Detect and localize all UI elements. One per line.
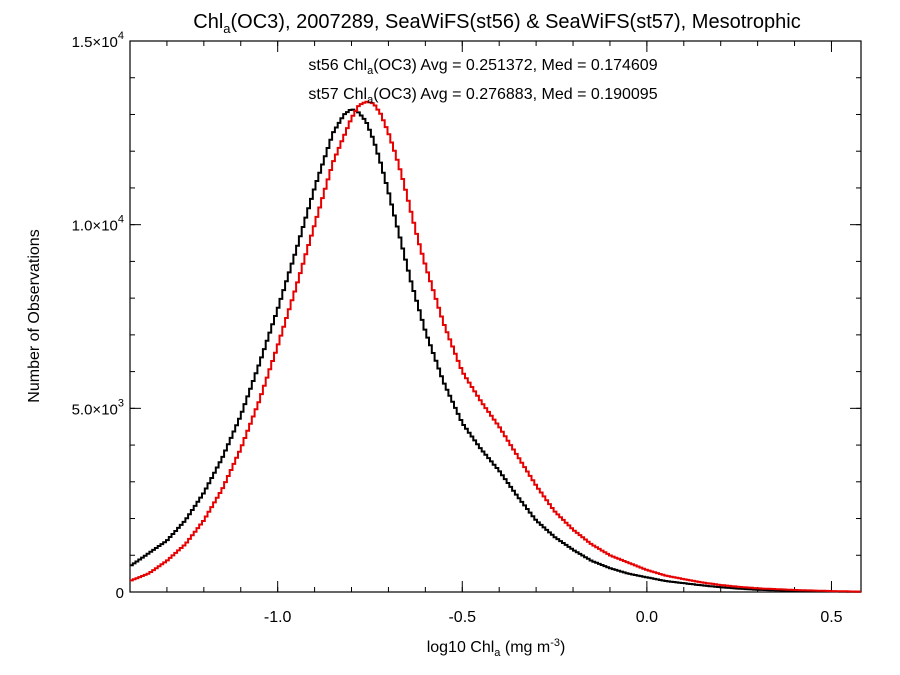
y-tick-exponent: 3 (118, 397, 124, 409)
x-axis-label-mid: (mg m (500, 639, 550, 656)
x-axis-label-suffix: ) (560, 639, 565, 656)
x-tick-label: -1.0 (264, 609, 292, 626)
x-tick-labels: -1.0 -0.5 0.0 0.5 (264, 609, 843, 626)
x-axis-label-subscript: a (494, 647, 501, 659)
chart-title-suffix: (OC3), 2007289, SeaWiFS(st56) & SeaWiFS(… (231, 11, 801, 33)
legend-st56: st56 Chla(OC3) Avg = 0.251372, Med = 0.1… (308, 57, 657, 77)
legend-st57: st57 Chla(OC3) Avg = 0.276883, Med = 0.1… (308, 86, 657, 106)
chart-title-subscript: a (223, 21, 231, 36)
legend-st56-subscript: a (367, 65, 374, 77)
y-tick-label: 1.5×104 (72, 30, 124, 51)
y-tick-mantissa: 1.0×10 (72, 218, 118, 235)
legend-st57-suffix: (OC3) Avg = 0.276883, Med = 0.190095 (373, 86, 657, 103)
x-axis-label-prefix: log10 Chl (427, 639, 495, 656)
x-axis-label: log10 Chla (mg m-3) (427, 637, 566, 659)
y-tick-exponent: 4 (118, 30, 124, 42)
legend-st57-subscript: a (367, 94, 374, 106)
y-tick-mantissa: 1.5×10 (72, 34, 118, 51)
plot-frame (129, 40, 862, 593)
x-tick-label: 0.0 (636, 609, 658, 626)
chart-title: Chla(OC3), 2007289, SeaWiFS(st56) & SeaW… (193, 11, 800, 36)
x-tick-label: 0.5 (820, 609, 842, 626)
x-axis-label-superscript: -3 (550, 637, 560, 649)
y-tick-label: 0 (116, 585, 124, 602)
series-line-st56 (130, 108, 861, 593)
legend-st57-prefix: st57 Chl (308, 86, 367, 103)
y-tick-label: 1.0×104 (72, 214, 124, 235)
series-lines (130, 100, 861, 593)
y-tick-exponent: 4 (118, 214, 124, 226)
legend-st56-prefix: st56 Chl (308, 57, 367, 74)
chart-title-prefix: Chl (193, 11, 223, 33)
y-tick-mantissa: 0 (116, 585, 124, 602)
series-line-st57 (130, 100, 861, 593)
axis-ticks (130, 40, 861, 593)
y-axis-label: Number of Observations (26, 229, 43, 402)
x-tick-label: -0.5 (448, 609, 476, 626)
legend-st56-suffix: (OC3) Avg = 0.251372, Med = 0.174609 (373, 57, 657, 74)
y-tick-mantissa: 5.0×10 (72, 401, 118, 418)
y-tick-label: 5.0×103 (72, 397, 124, 418)
